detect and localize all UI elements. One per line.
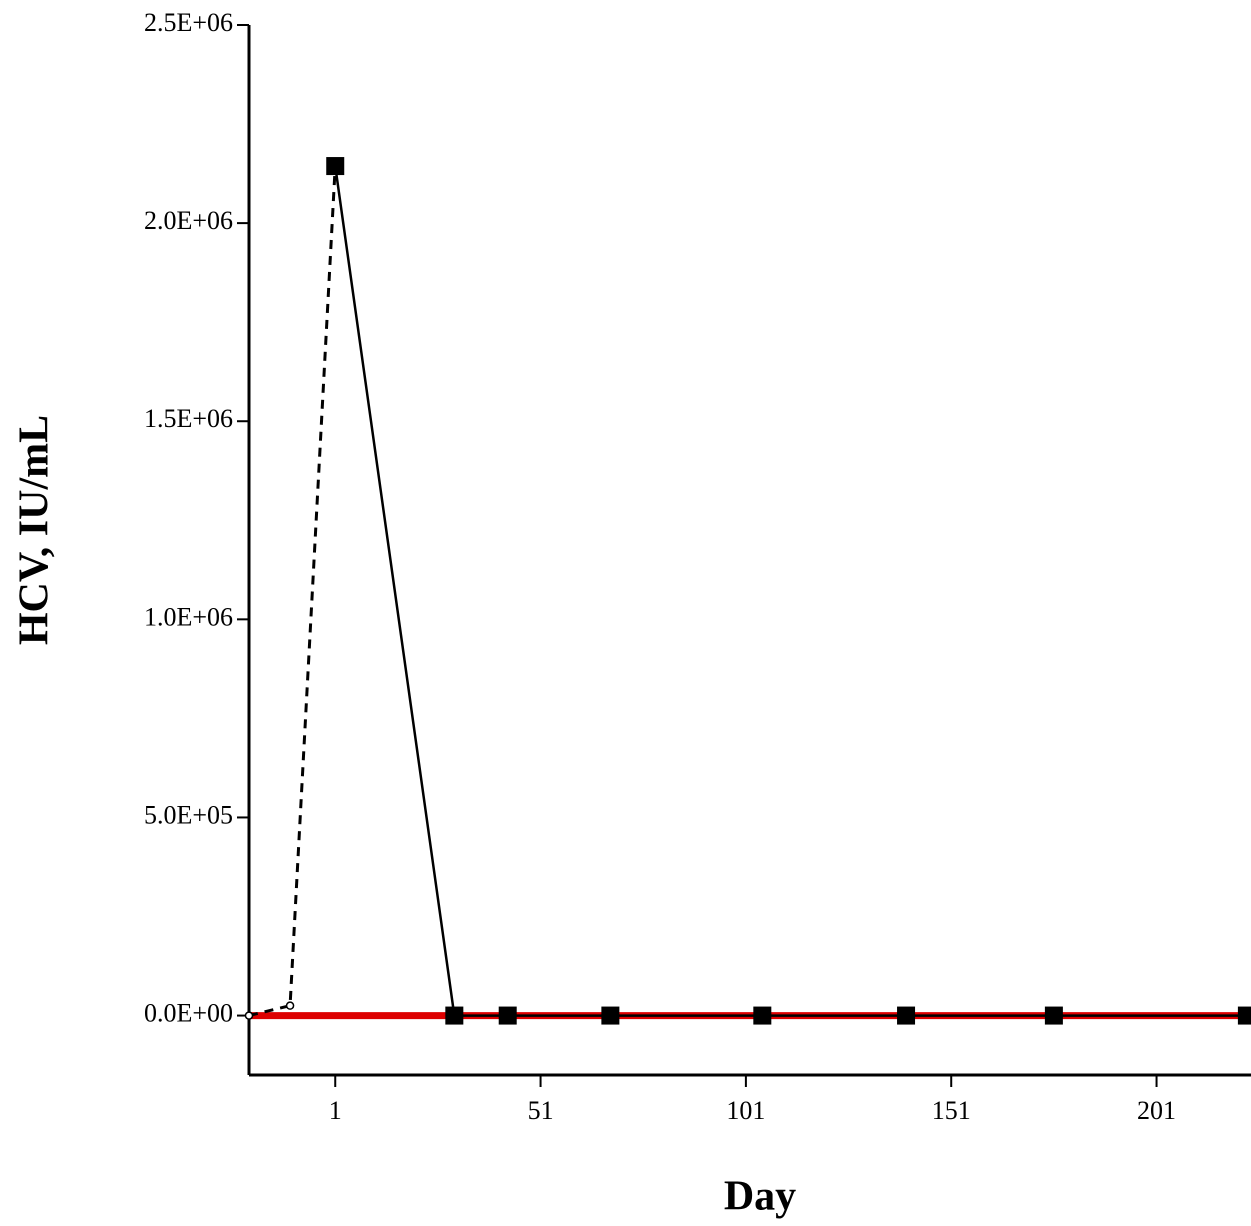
marker: [445, 1006, 464, 1025]
y-tick-label: 5.0E+05: [144, 800, 233, 829]
marker: [1044, 1006, 1063, 1025]
x-tick-label: 51: [528, 1096, 554, 1125]
marker: [601, 1006, 620, 1025]
series-line: [334, 165, 1247, 1017]
x-tick-label: 1: [329, 1096, 342, 1125]
y-tick-label: 1.0E+06: [144, 602, 233, 631]
marker: [244, 1011, 254, 1020]
y-axis-title: HCV, IU/mL: [12, 415, 58, 645]
y-tick-label: 1.5E+06: [144, 404, 233, 433]
marker: [285, 1001, 295, 1010]
marker: [753, 1006, 772, 1025]
marker: [1237, 1006, 1251, 1025]
series-line: [248, 165, 337, 1018]
x-tick-label: 101: [726, 1096, 765, 1125]
x-axis-title: Day: [724, 1174, 796, 1220]
marker: [326, 157, 345, 176]
marker: [897, 1006, 916, 1025]
y-tick-label: 2.5E+06: [144, 8, 233, 37]
marker: [498, 1006, 517, 1025]
y-tick-label: 0.0E+00: [144, 999, 233, 1028]
y-tick-label: 2.0E+06: [144, 206, 233, 235]
x-tick-label: 201: [1137, 1096, 1176, 1125]
x-tick-label: 151: [932, 1096, 971, 1125]
